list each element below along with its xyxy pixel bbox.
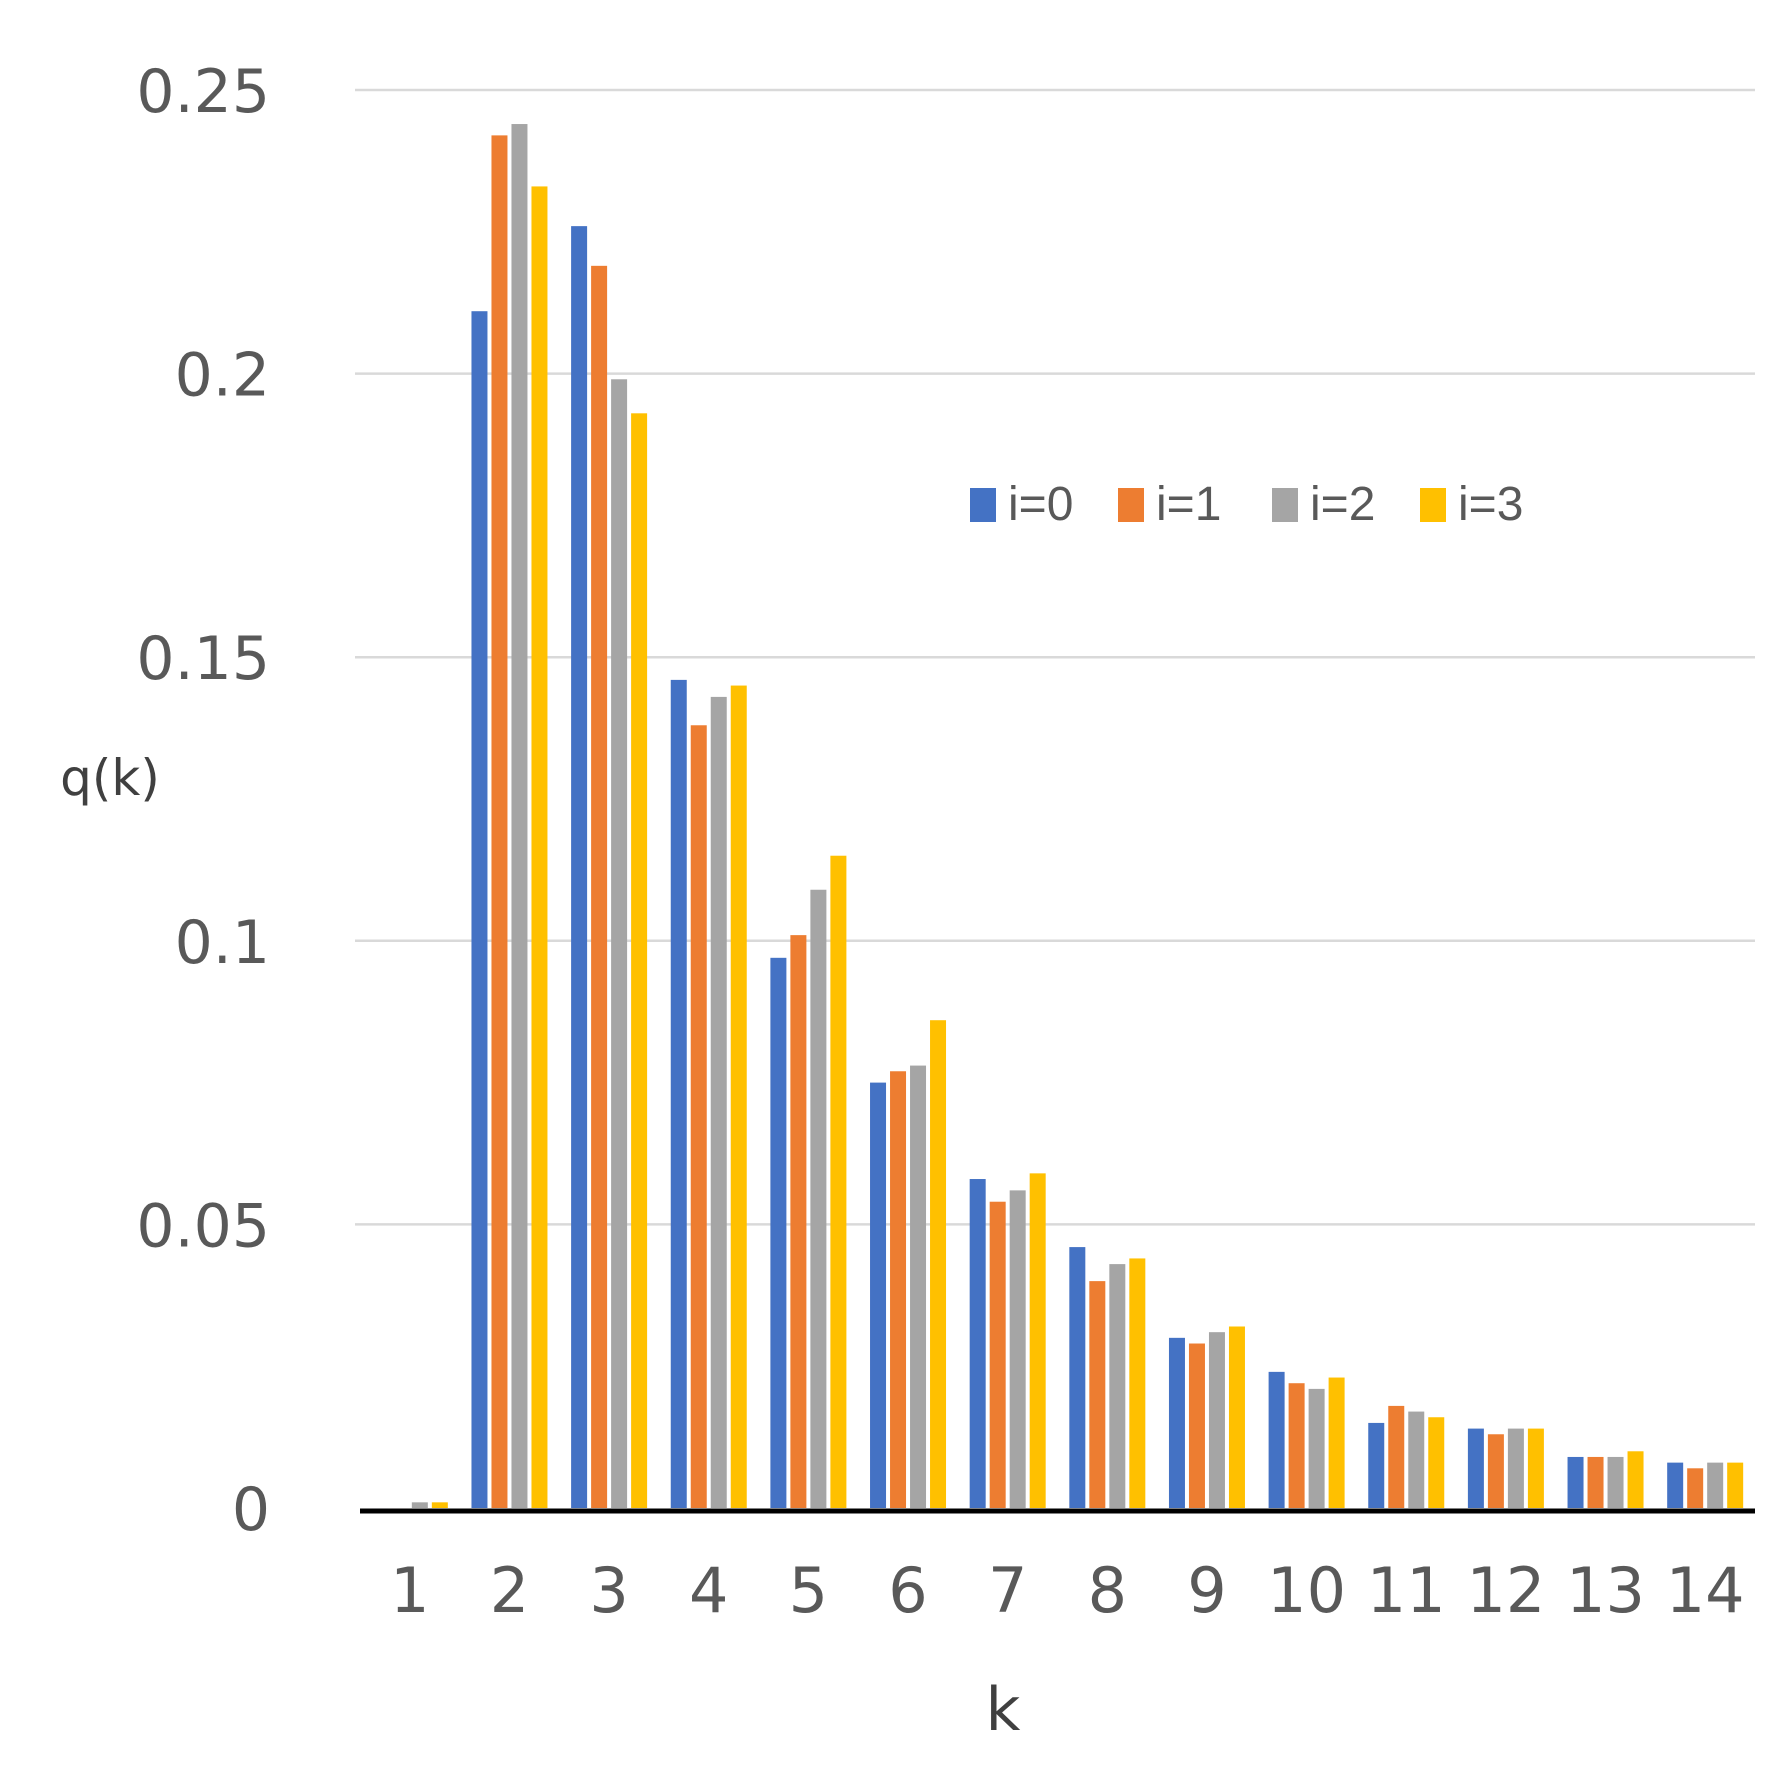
y-axis-title: q(k) — [60, 749, 160, 807]
bar-i3-k1 — [431, 1502, 448, 1508]
bar-i0-k13 — [1567, 1456, 1584, 1508]
bar-i2-k12 — [1507, 1428, 1524, 1508]
bar-i0-k8 — [1069, 1247, 1086, 1508]
bar-i1-k8 — [1089, 1281, 1106, 1508]
bar-i2-k8 — [1109, 1264, 1126, 1508]
bar-i0-k11 — [1368, 1422, 1385, 1508]
y-tick-label: 0.2 — [175, 341, 270, 411]
bar-i2-k10 — [1308, 1388, 1325, 1508]
x-tick-label: 12 — [1466, 1554, 1545, 1627]
bar-i2-k9 — [1208, 1332, 1225, 1508]
bar-i2-k6 — [910, 1065, 927, 1508]
x-tick-label: 13 — [1566, 1554, 1645, 1627]
bar-i2-k14 — [1707, 1462, 1724, 1508]
bar-i2-k7 — [1009, 1190, 1026, 1508]
bar-i1-k5 — [790, 935, 807, 1508]
legend-swatch — [1272, 488, 1298, 522]
bar-i1-k9 — [1188, 1343, 1205, 1508]
bar-i3-k7 — [1029, 1173, 1046, 1508]
bars — [371, 124, 1744, 1509]
x-tick-label: 10 — [1267, 1554, 1346, 1627]
bar-i3-k9 — [1228, 1326, 1245, 1508]
bar-i3-k11 — [1428, 1417, 1445, 1508]
gridlines — [355, 88, 1755, 1226]
bar-i0-k3 — [571, 226, 588, 1508]
x-tick-label: 14 — [1666, 1554, 1745, 1627]
bar-i1-k13 — [1587, 1456, 1604, 1508]
x-tick-label: 9 — [1187, 1554, 1226, 1627]
bar-i3-k6 — [930, 1020, 947, 1508]
legend-swatch — [970, 488, 996, 522]
bar-i1-k11 — [1388, 1405, 1405, 1508]
bar-i1-k4 — [690, 725, 707, 1508]
bar-i0-k9 — [1168, 1337, 1185, 1508]
x-tick-label: 4 — [689, 1554, 728, 1627]
x-axis-title: k — [986, 1675, 1021, 1745]
bar-i2-k2 — [511, 124, 528, 1509]
x-tick-label: 6 — [888, 1554, 927, 1627]
bar-i2-k4 — [710, 696, 727, 1508]
bar-i0-k14 — [1667, 1462, 1684, 1508]
legend-label: i=1 — [1156, 478, 1221, 531]
bar-i0-k7 — [969, 1179, 986, 1508]
bar-i3-k14 — [1727, 1462, 1744, 1508]
x-tick-label: 1 — [390, 1554, 429, 1627]
bar-i3-k4 — [730, 685, 747, 1508]
x-tick-label: 2 — [490, 1554, 529, 1627]
bar-i3-k10 — [1328, 1377, 1345, 1508]
legend-swatch — [1420, 488, 1446, 522]
bar-i0-k10 — [1268, 1371, 1285, 1508]
bar-i0-k2 — [471, 311, 488, 1508]
y-tick-labels: 0 0.05 0.1 0.15 0.2 0.25 — [136, 57, 270, 1545]
legend-label: i=3 — [1458, 478, 1523, 531]
bar-i1-k10 — [1288, 1383, 1305, 1508]
bar-i2-k3 — [611, 379, 628, 1509]
bar-i0-k4 — [670, 679, 687, 1508]
y-tick-label: 0.15 — [136, 624, 270, 694]
bar-i2-k1 — [411, 1502, 428, 1508]
x-tick-label: 7 — [988, 1554, 1027, 1627]
x-tick-labels: 1 2 3 4 5 6 7 8 9 10 11 12 13 14 — [390, 1554, 1745, 1627]
y-tick-label: 0.25 — [136, 57, 270, 127]
bar-i3-k13 — [1627, 1451, 1644, 1508]
legend: i=0 i=1 i=2 i=3 — [970, 478, 1523, 531]
y-tick-label: 0.05 — [136, 1191, 270, 1261]
bar-i1-k3 — [591, 265, 608, 1508]
bar-i0-k6 — [870, 1082, 887, 1508]
legend-label: i=2 — [1310, 478, 1375, 531]
bar-i0-k12 — [1467, 1428, 1484, 1508]
bar-i1-k14 — [1687, 1468, 1704, 1508]
legend-label: i=0 — [1008, 478, 1073, 531]
bar-i3-k5 — [830, 855, 847, 1508]
bar-i2-k11 — [1408, 1411, 1425, 1508]
bar-i2-k5 — [810, 889, 827, 1508]
x-tick-label: 5 — [789, 1554, 828, 1627]
legend-swatch — [1118, 488, 1144, 522]
x-tick-label: 8 — [1088, 1554, 1127, 1627]
bar-i3-k8 — [1129, 1258, 1146, 1508]
y-tick-label: 0 — [232, 1475, 270, 1545]
bar-i2-k13 — [1607, 1456, 1624, 1508]
bar-i1-k7 — [989, 1201, 1006, 1508]
x-tick-label: 11 — [1367, 1554, 1446, 1627]
bar-i1-k2 — [491, 135, 508, 1509]
bar-i3-k12 — [1527, 1428, 1544, 1508]
x-tick-label: 3 — [589, 1554, 628, 1627]
bar-i1-k6 — [890, 1071, 907, 1508]
bar-i3-k2 — [531, 186, 548, 1509]
y-tick-label: 0.1 — [175, 908, 270, 978]
bar-i0-k5 — [770, 957, 787, 1508]
bar-i1-k12 — [1487, 1434, 1504, 1508]
bar-i3-k3 — [631, 413, 648, 1509]
